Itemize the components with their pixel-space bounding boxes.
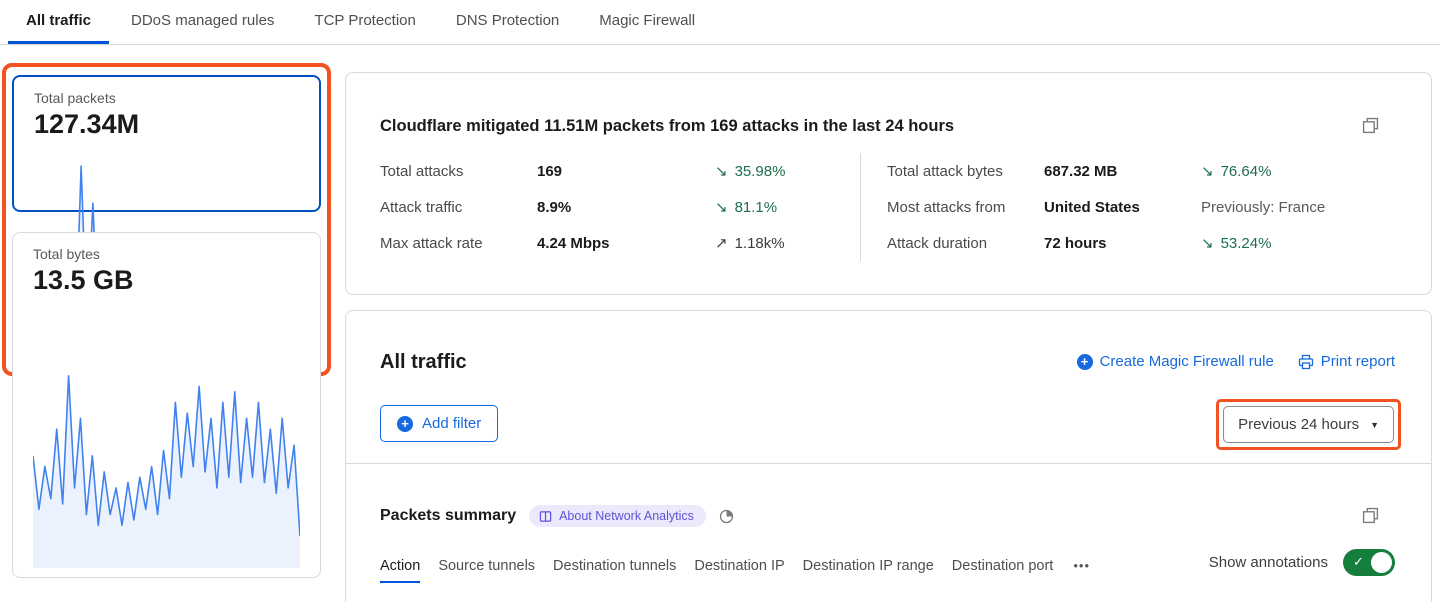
stat-delta-text: 53.24% bbox=[1220, 234, 1272, 252]
about-network-analytics-badge[interactable]: About Network Analytics bbox=[529, 505, 706, 527]
tab-dns-protection[interactable]: DNS Protection bbox=[438, 0, 577, 44]
add-filter-label: Add filter bbox=[422, 415, 482, 432]
stat-value: 687.32 MB bbox=[1044, 162, 1118, 180]
stat-row-attack-traffic: Attack traffic 8.9% ↘ 81.1% bbox=[380, 189, 860, 225]
summary-stats-col-left: Total attacks 169 ↘ 35.98% Attack traffic 8.9… bbox=[380, 153, 861, 261]
stat-delta: ↘ 35.98% bbox=[715, 162, 860, 181]
show-annotations-toggle[interactable]: ✓ bbox=[1343, 549, 1395, 576]
stat-delta-text: 1.18k% bbox=[734, 234, 785, 252]
stat-row-total-attacks: Total attacks 169 ↘ 35.98% bbox=[380, 153, 860, 189]
packets-tab-action[interactable]: Action bbox=[380, 553, 421, 583]
stat-value: 169 bbox=[537, 162, 563, 180]
traffic-header-links: + Create Magic Firewall rule Print repor… bbox=[1076, 353, 1395, 370]
arrow-down-right-icon: ↘ bbox=[715, 199, 728, 216]
stat-row-total-attack-bytes: Total attack bytes 687.32 MB ↘ 76.64% bbox=[887, 153, 1395, 189]
printer-icon bbox=[1298, 354, 1314, 370]
stat-delta: ↘ 81.1% bbox=[715, 198, 860, 217]
stat-value: 72 hours bbox=[1044, 234, 1107, 252]
badge-label: About Network Analytics bbox=[559, 509, 694, 523]
stat-delta-text: 76.64% bbox=[1220, 162, 1272, 180]
time-pie-icon[interactable] bbox=[719, 509, 734, 524]
sparkline-chart bbox=[33, 301, 300, 568]
stat-value: 4.24 Mbps bbox=[537, 234, 610, 252]
toggle-knob bbox=[1371, 552, 1392, 573]
stat-label: Total attack bytes bbox=[887, 162, 1003, 180]
time-range-dropdown[interactable]: Previous 24 hours ▼ bbox=[1223, 406, 1394, 443]
stat-label: Max attack rate bbox=[380, 234, 483, 252]
attack-summary-card: Cloudflare mitigated 11.51M packets from… bbox=[345, 72, 1432, 295]
packets-tab-destination-ip[interactable]: Destination IP bbox=[694, 553, 784, 583]
packets-tab-destination-ip-range[interactable]: Destination IP range bbox=[803, 553, 934, 583]
total-bytes-card[interactable]: Total bytes 13.5 GB bbox=[12, 232, 321, 578]
metric-title: Total packets bbox=[34, 90, 116, 106]
total-packets-card[interactable]: Total packets 127.34M bbox=[12, 75, 321, 410]
link-label: Print report bbox=[1320, 353, 1395, 370]
stat-delta: Previously: France bbox=[1201, 199, 1395, 216]
packets-tab-source-tunnels[interactable]: Source tunnels bbox=[438, 553, 535, 583]
tab-ddos-managed-rules[interactable]: DDoS managed rules bbox=[113, 0, 292, 44]
stat-value: United States bbox=[1044, 198, 1140, 216]
create-magic-firewall-rule-link[interactable]: + Create Magic Firewall rule bbox=[1076, 353, 1274, 370]
metric-cards-highlight-frame: Total packets 127.34M Total bytes 13.5 G… bbox=[2, 63, 331, 578]
print-report-link[interactable]: Print report bbox=[1298, 353, 1395, 370]
copy-icon[interactable] bbox=[1362, 117, 1379, 134]
top-tab-bar: All traffic DDoS managed rules TCP Protect… bbox=[0, 0, 1440, 45]
show-annotations-control: Show annotations ✓ bbox=[1209, 549, 1395, 576]
add-filter-button[interactable]: + Add filter bbox=[380, 405, 499, 442]
packets-tab-destination-port[interactable]: Destination port bbox=[952, 553, 1054, 583]
section-divider bbox=[346, 463, 1431, 464]
metric-value: 13.5 GB bbox=[33, 265, 134, 295]
time-range-highlight-frame: Previous 24 hours ▼ bbox=[1216, 399, 1401, 450]
arrow-down-right-icon: ↘ bbox=[715, 163, 728, 180]
check-icon: ✓ bbox=[1353, 554, 1364, 569]
more-tabs-icon[interactable]: ••• bbox=[1071, 553, 1092, 583]
stat-label: Attack duration bbox=[887, 234, 988, 252]
packets-summary-title: Packets summary bbox=[380, 507, 517, 524]
arrow-down-right-icon: ↘ bbox=[1201, 163, 1214, 180]
arrow-up-right-icon: ↗ bbox=[715, 235, 728, 252]
stat-delta: ↗ 1.18k% bbox=[715, 234, 860, 253]
tab-tcp-protection[interactable]: TCP Protection bbox=[296, 0, 433, 44]
stat-delta-text: Previously: France bbox=[1201, 198, 1326, 216]
stat-label: Attack traffic bbox=[380, 198, 463, 216]
stat-label: Most attacks from bbox=[887, 198, 1006, 216]
tab-magic-firewall[interactable]: Magic Firewall bbox=[581, 0, 713, 44]
tab-all-traffic[interactable]: All traffic bbox=[8, 0, 110, 44]
stat-row-attack-duration: Attack duration 72 hours ↘ 53.24% bbox=[887, 225, 1395, 261]
chevron-down-icon: ▼ bbox=[1370, 419, 1379, 430]
all-traffic-card: All traffic + Create Magic Firewall rule… bbox=[345, 310, 1432, 602]
metric-value: 127.34M bbox=[34, 109, 140, 139]
summary-title: Cloudflare mitigated 11.51M packets from… bbox=[380, 117, 955, 135]
stat-delta: ↘ 53.24% bbox=[1201, 234, 1395, 253]
plus-circle-icon: + bbox=[1076, 353, 1093, 370]
summary-stats-col-right: Total attack bytes 687.32 MB ↘ 76.64% Most a… bbox=[861, 153, 1395, 261]
summary-stats: Total attacks 169 ↘ 35.98% Attack traffic 8.9… bbox=[380, 153, 1395, 261]
traffic-title: All traffic bbox=[380, 351, 467, 373]
link-label: Create Magic Firewall rule bbox=[1099, 353, 1274, 370]
packets-summary-tab-bar: Action Source tunnels Destination tunnels D… bbox=[380, 553, 1092, 583]
show-annotations-label: Show annotations bbox=[1208, 554, 1328, 571]
stat-label: Total attacks bbox=[380, 162, 464, 180]
book-icon bbox=[539, 510, 552, 523]
stat-delta-text: 35.98% bbox=[734, 162, 786, 180]
metric-title: Total bytes bbox=[33, 246, 100, 262]
stat-delta: ↘ 76.64% bbox=[1201, 162, 1395, 181]
stat-row-most-attacks-from: Most attacks from United States Previously… bbox=[887, 189, 1395, 225]
packets-summary-header: Packets summary About Network Analytics bbox=[380, 505, 734, 527]
stat-delta-text: 81.1% bbox=[734, 198, 778, 216]
stat-row-max-attack-rate: Max attack rate 4.24 Mbps ↗ 1.18k% bbox=[380, 225, 860, 261]
plus-circle-icon: + bbox=[397, 415, 413, 432]
time-range-value: Previous 24 hours bbox=[1238, 416, 1360, 433]
packets-tab-destination-tunnels[interactable]: Destination tunnels bbox=[553, 553, 676, 583]
copy-icon[interactable] bbox=[1362, 507, 1379, 524]
arrow-down-right-icon: ↘ bbox=[1201, 235, 1214, 252]
stat-value: 8.9% bbox=[537, 198, 572, 216]
